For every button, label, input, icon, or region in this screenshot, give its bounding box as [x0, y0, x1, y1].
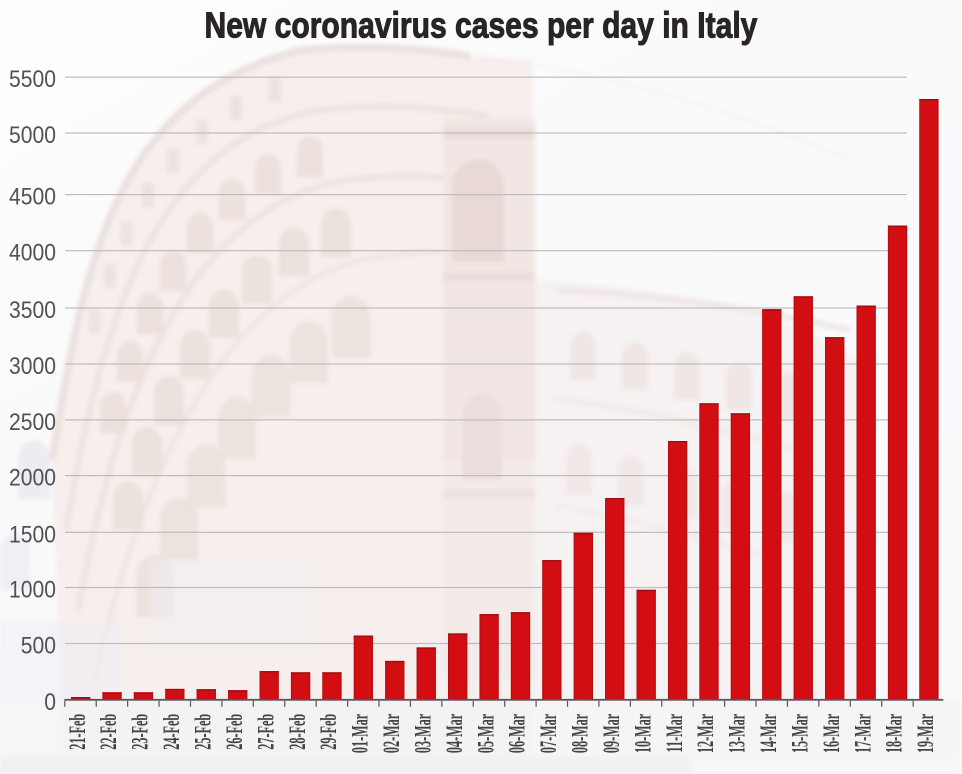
svg-text:07-Mar: 07-Mar — [536, 714, 562, 753]
svg-text:500: 500 — [21, 632, 56, 659]
svg-text:11-Mar: 11-Mar — [662, 714, 688, 753]
svg-text:27-Feb: 27-Feb — [253, 714, 279, 750]
svg-text:29-Feb: 29-Feb — [316, 714, 342, 750]
svg-text:21-Feb: 21-Feb — [65, 714, 91, 750]
svg-text:26-Feb: 26-Feb — [222, 714, 248, 750]
svg-text:4500: 4500 — [9, 183, 56, 210]
svg-text:3500: 3500 — [9, 297, 56, 324]
svg-text:02-Mar: 02-Mar — [379, 714, 405, 753]
svg-text:08-Mar: 08-Mar — [567, 714, 593, 753]
svg-text:28-Feb: 28-Feb — [285, 714, 311, 750]
svg-text:3000: 3000 — [9, 353, 56, 380]
svg-text:05-Mar: 05-Mar — [473, 714, 499, 753]
svg-text:24-Feb: 24-Feb — [159, 714, 185, 750]
svg-text:13-Mar: 13-Mar — [725, 714, 751, 753]
svg-text:5500: 5500 — [9, 66, 56, 93]
svg-text:15-Mar: 15-Mar — [787, 714, 813, 753]
svg-text:0: 0 — [44, 689, 56, 716]
svg-text:23-Feb: 23-Feb — [128, 714, 154, 750]
svg-text:04-Mar: 04-Mar — [442, 714, 468, 753]
svg-text:12-Mar: 12-Mar — [693, 714, 719, 753]
svg-text:22-Feb: 22-Feb — [96, 714, 122, 750]
svg-text:4000: 4000 — [9, 239, 56, 266]
svg-text:09-Mar: 09-Mar — [599, 714, 625, 753]
svg-text:1000: 1000 — [9, 576, 56, 603]
svg-text:10-Mar: 10-Mar — [630, 714, 656, 753]
svg-text:03-Mar: 03-Mar — [410, 714, 436, 753]
svg-text:1500: 1500 — [9, 521, 56, 548]
svg-text:01-Mar: 01-Mar — [348, 714, 374, 753]
svg-text:19-Mar: 19-Mar — [913, 714, 939, 753]
svg-text:25-Feb: 25-Feb — [190, 714, 216, 750]
svg-text:06-Mar: 06-Mar — [505, 714, 531, 753]
svg-text:14-Mar: 14-Mar — [756, 714, 782, 753]
svg-text:5000: 5000 — [9, 122, 56, 149]
svg-text:16-Mar: 16-Mar — [819, 714, 845, 753]
svg-text:18-Mar: 18-Mar — [882, 714, 908, 753]
svg-text:17-Mar: 17-Mar — [850, 714, 876, 753]
svg-text:New coronavirus cases per day: New coronavirus cases per day in Italy — [205, 6, 758, 46]
svg-text:2000: 2000 — [9, 464, 56, 491]
svg-text:2500: 2500 — [9, 409, 56, 436]
